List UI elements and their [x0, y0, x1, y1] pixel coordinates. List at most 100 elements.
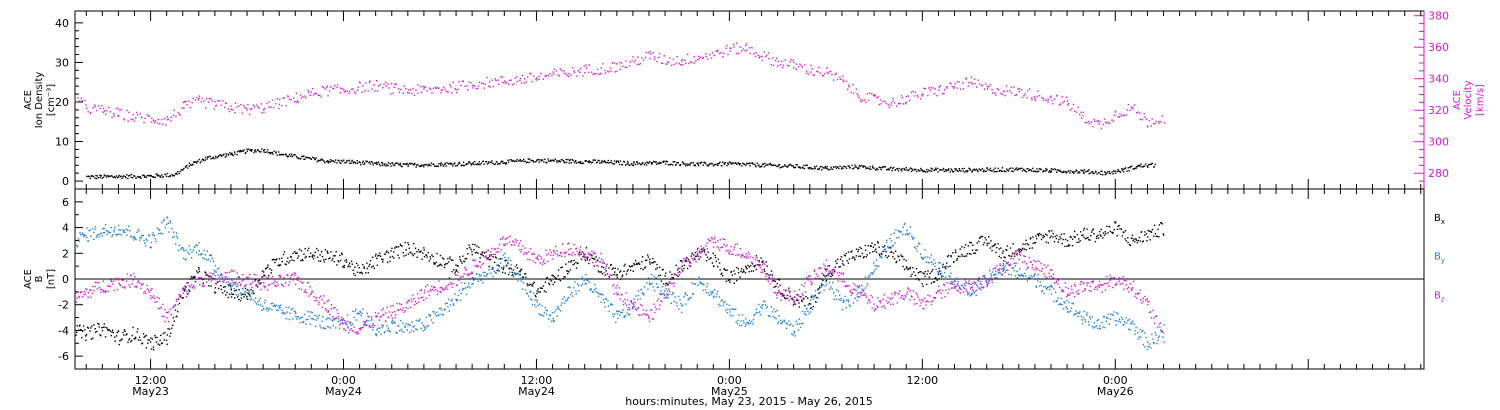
by-point — [403, 331, 405, 333]
bx-point — [1109, 230, 1111, 233]
bx-point — [390, 250, 392, 252]
by-point — [736, 322, 739, 325]
density-axis-title-line2: Ion Density — [34, 72, 45, 129]
velocity-point — [319, 94, 321, 97]
by-point — [76, 246, 79, 248]
bx-point — [1011, 252, 1014, 254]
velocity-point — [440, 89, 442, 91]
bx-point — [909, 266, 912, 269]
density-point — [547, 160, 550, 162]
bx-point — [230, 296, 233, 298]
bx-point — [277, 264, 279, 267]
by-point — [494, 271, 496, 274]
by-point — [557, 306, 560, 308]
bx-point — [345, 259, 348, 261]
velocity-point — [115, 107, 117, 110]
density-point — [1042, 171, 1044, 173]
bz-point — [283, 277, 285, 279]
density-point — [361, 162, 364, 164]
bx-point — [570, 261, 572, 263]
bx-point — [463, 260, 466, 263]
by-point — [214, 271, 216, 273]
velocity-point — [444, 88, 446, 91]
density-point — [264, 151, 267, 154]
density-point — [1137, 165, 1139, 168]
by-point — [198, 242, 200, 244]
by-point — [489, 265, 491, 268]
density-point — [750, 162, 752, 164]
bx-point — [279, 264, 282, 266]
density-point — [891, 169, 893, 172]
by-point — [235, 294, 237, 296]
velocity-point — [247, 104, 249, 106]
bx-point — [156, 336, 158, 339]
velocity-point — [874, 94, 876, 96]
bx-point — [588, 262, 590, 265]
velocity-point — [1021, 96, 1024, 99]
by-point — [884, 248, 887, 250]
density-point — [366, 160, 368, 163]
density-point — [491, 160, 493, 162]
velocity-point — [622, 65, 624, 67]
by-point — [300, 316, 302, 319]
bx-point — [203, 278, 205, 280]
density-point — [270, 152, 273, 154]
bz-point — [81, 296, 84, 298]
velocity-point — [178, 113, 181, 115]
bx-point — [117, 330, 120, 333]
bz-point — [96, 288, 99, 290]
velocity-point — [557, 74, 559, 76]
velocity-point — [827, 72, 829, 75]
bx-point — [649, 261, 651, 263]
by-point — [1070, 307, 1073, 309]
velocity-point — [1099, 121, 1101, 123]
velocity-point — [393, 86, 395, 88]
by-point — [480, 279, 482, 281]
bz-point — [385, 312, 387, 314]
velocity-point — [403, 85, 406, 87]
bx-point — [177, 310, 179, 313]
density-point — [517, 160, 520, 162]
by-point — [205, 259, 208, 261]
by-point — [766, 305, 768, 308]
bx-point — [778, 279, 781, 281]
density-point — [331, 160, 333, 162]
bx-point — [714, 256, 717, 259]
bx-point — [282, 253, 285, 256]
density-point — [473, 163, 475, 166]
velocity-point — [1120, 115, 1122, 117]
by-point — [1034, 272, 1036, 275]
density-point — [579, 162, 581, 164]
velocity-point — [1139, 118, 1141, 121]
bx-point — [405, 254, 407, 256]
density-point — [399, 162, 402, 165]
by-point — [351, 323, 354, 325]
density-point — [456, 164, 458, 167]
by-point — [706, 283, 709, 285]
density-point — [462, 161, 465, 163]
bx-point — [101, 327, 103, 329]
velocity-point — [1155, 120, 1157, 123]
bx-point — [885, 255, 887, 257]
bx-point — [733, 270, 735, 272]
bz-point — [393, 310, 396, 313]
by-point — [798, 318, 800, 320]
by-point — [1008, 273, 1010, 276]
bx-point — [365, 272, 367, 274]
bx-point — [1076, 241, 1078, 244]
density-point — [474, 160, 476, 163]
bz-point — [234, 283, 237, 286]
by-point — [1036, 280, 1039, 282]
velocity-point — [84, 99, 86, 102]
bx-point — [240, 297, 243, 299]
velocity-point — [390, 82, 393, 85]
by-point — [688, 298, 690, 300]
by-point — [120, 234, 123, 236]
velocity-point — [243, 106, 246, 109]
density-point — [137, 175, 139, 178]
density-point — [258, 150, 260, 152]
bx-point — [898, 256, 900, 258]
velocity-point — [246, 109, 248, 111]
density-point — [363, 163, 365, 165]
density-point — [340, 162, 342, 164]
